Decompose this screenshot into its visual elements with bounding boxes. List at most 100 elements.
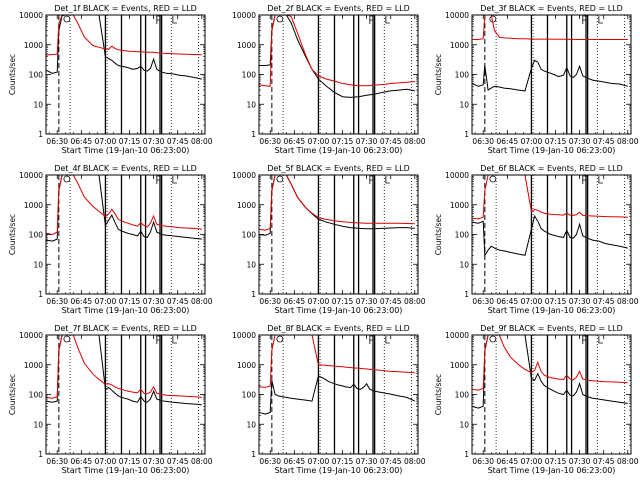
x-tick-label: 07:45	[380, 297, 402, 306]
panel-2: Det_2f BLACK = Events, RED = LLD 1 10 100 10…	[232, 4, 426, 155]
event-f-symbol	[369, 15, 374, 24]
x-axis-label: Start Time (19-Jan-10 06:23:00)	[275, 306, 403, 315]
x-tick-label: 06:30	[472, 137, 494, 146]
events-series-line	[259, 175, 415, 236]
events-series-line	[259, 375, 416, 415]
x-axis-label: Start Time (19-Jan-10 06:23:00)	[488, 146, 616, 155]
y-tick-label: 10	[33, 260, 43, 269]
x-tick-label: 07:30	[569, 297, 591, 306]
lld-series-line	[46, 15, 202, 56]
events-series-line	[259, 15, 415, 98]
x-axis-label: Start Time (19-Jan-10 06:23:00)	[275, 466, 403, 475]
y-tick-label: 100	[455, 71, 470, 80]
y-tick-label: 10	[246, 100, 256, 109]
y-tick-label: 10	[246, 260, 256, 269]
x-axis-label: Start Time (19-Jan-10 06:23:00)	[488, 306, 616, 315]
event-l-symbol	[598, 336, 603, 344]
x-axis-label: Start Time (19-Jan-10 06:23:00)	[62, 306, 190, 315]
x-tick-label: 07:30	[356, 457, 378, 466]
event-markers	[271, 175, 412, 294]
x-tick-label: 06:30	[46, 137, 68, 146]
series-group	[46, 175, 202, 242]
x-axis-label: Start Time (19-Jan-10 06:23:00)	[62, 466, 190, 475]
y-tick-label: 10000	[232, 11, 256, 20]
x-tick-label: 06:30	[259, 297, 281, 306]
x-tick-label: 07:00	[95, 137, 117, 146]
y-tick-label: 10	[459, 260, 469, 269]
event-f-symbol	[582, 175, 587, 184]
event-f-symbol	[582, 335, 587, 344]
event-circle-symbol	[63, 175, 71, 183]
y-tick-label: 100	[455, 231, 470, 240]
x-tick-label: 07:00	[308, 137, 330, 146]
panel-9: Det_9f BLACK = Events, RED = LLD 1 10 100 10…	[434, 324, 639, 475]
lld-series-line	[472, 15, 628, 40]
y-tick-label: 1	[251, 130, 256, 139]
x-tick-label: 06:45	[284, 137, 306, 146]
y-tick-label: 10000	[445, 331, 469, 340]
event-l-symbol	[598, 176, 603, 184]
series-group	[259, 335, 416, 415]
y-tick-label: 100	[455, 391, 470, 400]
x-tick-label: 07:00	[95, 457, 117, 466]
x-tick-label: 07:15	[332, 137, 354, 146]
x-tick-label: 06:45	[284, 457, 306, 466]
x-tick-label: 07:15	[119, 297, 141, 306]
y-tick-label: 1	[38, 290, 43, 299]
panel-title: Det_1f BLACK = Events, RED = LLD	[54, 4, 197, 13]
event-circle-symbol	[276, 335, 284, 343]
plot-frame	[45, 14, 206, 135]
x-tick-label: 06:45	[71, 297, 93, 306]
panel-title: Det_5f BLACK = Events, RED = LLD	[267, 164, 410, 173]
event-circle-symbol	[489, 335, 497, 343]
x-axis-label: Start Time (19-Jan-10 06:23:00)	[275, 146, 403, 155]
y-tick-label: 10000	[232, 171, 256, 180]
y-tick-label: 10000	[19, 331, 43, 340]
panel-4: Det_4f BLACK = Events, RED = LLD 1 10 100 10…	[8, 164, 213, 315]
x-tick-label: 07:15	[119, 137, 141, 146]
x-tick-label: 06:45	[497, 297, 519, 306]
events-series-line	[472, 214, 628, 257]
x-tick-label: 07:00	[521, 457, 543, 466]
x-tick-label: 06:30	[46, 457, 68, 466]
x-tick-label: 07:45	[167, 457, 189, 466]
panel-title: Det_7f BLACK = Events, RED = LLD	[54, 324, 197, 333]
x-tick-label: 07:30	[143, 297, 165, 306]
events-series-line	[46, 15, 202, 80]
events-series-line	[472, 59, 628, 92]
x-tick-label: 08:00	[191, 137, 213, 146]
x-tick-label: 08:00	[404, 137, 426, 146]
x-tick-label: 08:00	[404, 457, 426, 466]
y-tick-label: 10000	[445, 11, 469, 20]
x-tick-label: 07:30	[356, 137, 378, 146]
x-tick-label: 07:00	[95, 297, 117, 306]
y-tick-label: 1000	[450, 361, 469, 370]
x-tick-label: 07:30	[356, 297, 378, 306]
panel-5: Det_5f BLACK = Events, RED = LLD 1 10 100 10…	[232, 164, 426, 315]
series-group	[46, 335, 202, 406]
x-tick-label: 08:00	[617, 297, 639, 306]
panel-8: Det_8f BLACK = Events, RED = LLD 1 10 100 10…	[232, 324, 426, 475]
y-tick-label: 1000	[24, 201, 43, 210]
y-tick-label: 1	[38, 450, 43, 459]
x-tick-label: 07:00	[308, 457, 330, 466]
lld-series-line	[259, 335, 415, 388]
events-series-line	[472, 335, 628, 409]
events-series-line	[46, 175, 202, 242]
event-l-symbol	[385, 176, 390, 184]
event-circle-symbol	[489, 175, 497, 183]
event-f-symbol	[369, 335, 374, 344]
x-tick-label: 07:30	[143, 457, 165, 466]
x-tick-label: 07:45	[593, 457, 615, 466]
x-tick-label: 08:00	[191, 297, 213, 306]
panel-title: Det_2f BLACK = Events, RED = LLD	[267, 4, 410, 13]
event-l-symbol	[172, 336, 177, 344]
lld-series-line	[46, 175, 202, 236]
y-tick-label: 1000	[237, 361, 256, 370]
series-group	[472, 15, 628, 92]
event-l-symbol	[172, 16, 177, 24]
x-tick-label: 07:00	[521, 297, 543, 306]
x-tick-label: 08:00	[404, 297, 426, 306]
y-tick-label: 1000	[450, 201, 469, 210]
x-tick-label: 06:45	[284, 297, 306, 306]
